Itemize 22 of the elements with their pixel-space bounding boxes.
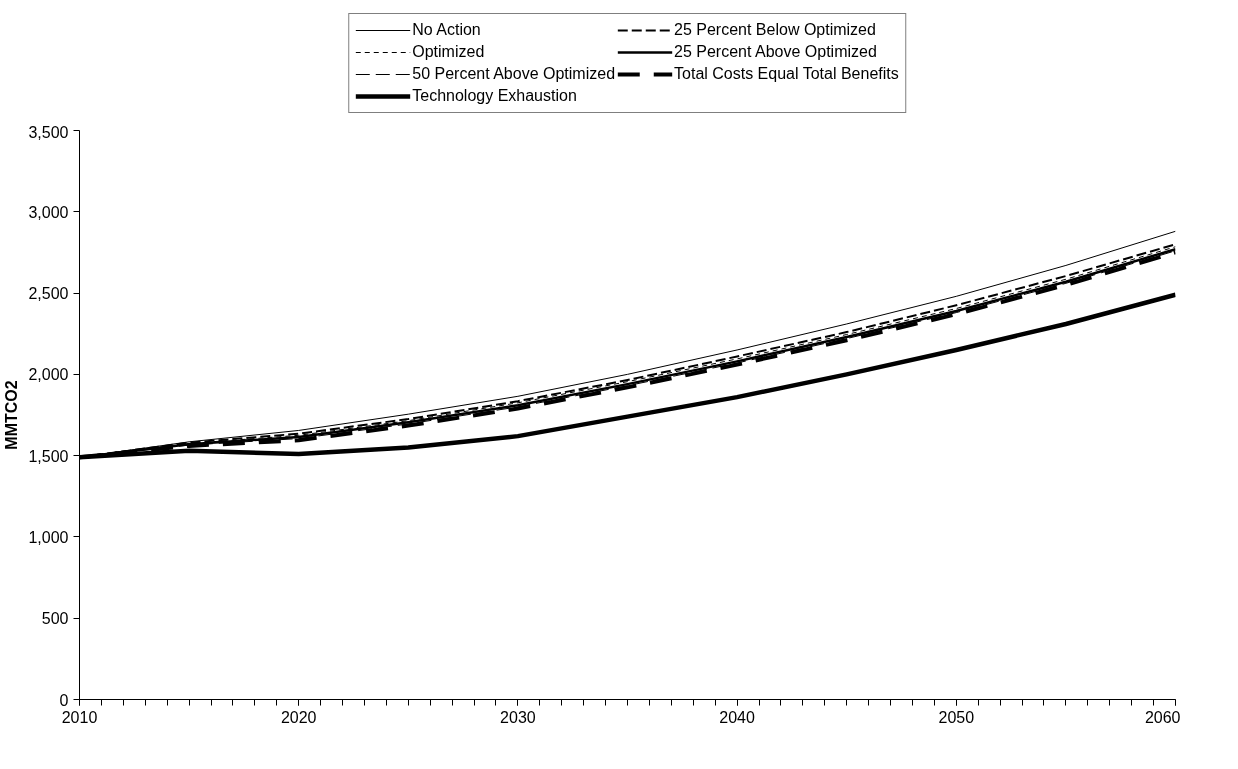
legend-label: No Action [412, 20, 481, 39]
y-tick-label: 0 [59, 691, 69, 709]
y-axis-title: MMTCO2 [3, 380, 21, 450]
y-tick-label: 1,000 [28, 528, 69, 546]
legend-label: 50 Percent Above Optimized [412, 64, 616, 83]
y-tick-label: 500 [41, 610, 69, 628]
legend-label: Optimized [412, 42, 485, 61]
x-tick-label: 2030 [500, 708, 536, 726]
y-tick-label: 2,000 [28, 366, 69, 384]
x-tick-label: 2010 [61, 708, 98, 726]
legend-label: 25 Percent Below Optimized [674, 20, 876, 39]
y-tick-label: 3,500 [28, 123, 69, 141]
x-tick-label: 2060 [1144, 708, 1181, 726]
x-tick-label: 2050 [938, 708, 975, 726]
y-tick-label: 2,500 [28, 285, 69, 303]
y-tick-label: 3,000 [28, 203, 69, 221]
legend-label: 25 Percent Above Optimized [674, 42, 877, 61]
x-tick-label: 2040 [719, 708, 755, 726]
x-tick-label: 2020 [280, 708, 317, 726]
y-tick-label: 1,500 [28, 447, 69, 465]
legend-label: Total Costs Equal Total Benefits [674, 64, 899, 83]
legend-label: Technology Exhaustion [412, 86, 577, 105]
